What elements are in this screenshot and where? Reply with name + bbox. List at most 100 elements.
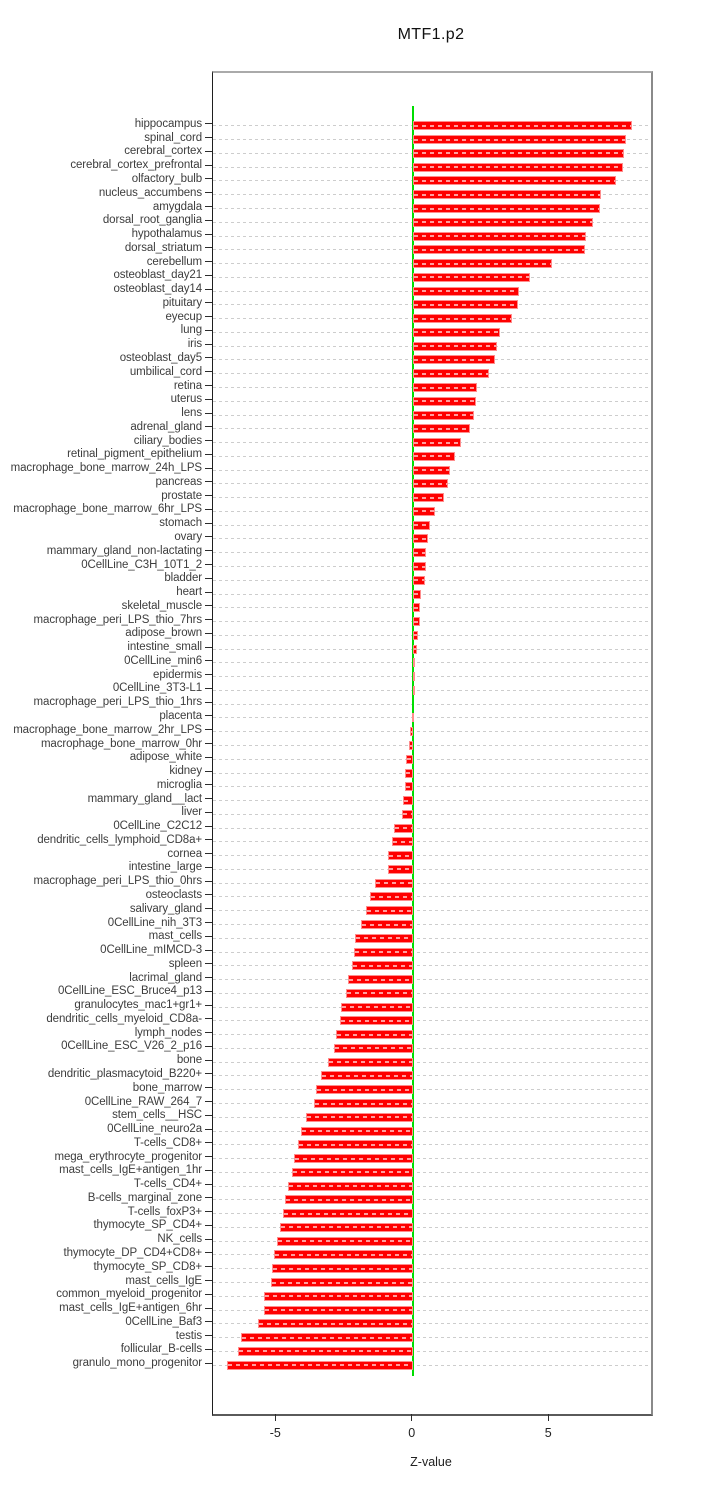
gridline — [213, 758, 651, 760]
category-label: thymocyte_DP_CD4+CD8+ — [63, 1246, 202, 1259]
y-tick — [205, 1266, 212, 1268]
bar-dash-pattern — [413, 606, 420, 609]
bar — [412, 534, 428, 544]
y-tick — [205, 1128, 212, 1130]
category-label: pancreas — [155, 475, 202, 488]
bar-dash-pattern — [411, 730, 412, 733]
bar — [340, 1016, 413, 1026]
category-label: pituitary — [162, 296, 202, 309]
bar-dash-pattern — [413, 152, 624, 155]
category-label: umbilical_cord — [129, 365, 202, 378]
bar — [412, 121, 633, 131]
bar-dash-pattern — [413, 524, 430, 527]
category-label: 0CellLine_C3H_10T1_2 — [81, 558, 202, 571]
category-label: nucleus_accumbens — [98, 186, 202, 199]
bar-dash-pattern — [413, 551, 426, 554]
bar — [285, 1195, 413, 1205]
bar — [404, 782, 413, 792]
bar-dash-pattern — [341, 1019, 412, 1022]
bar — [227, 1360, 413, 1370]
y-tick — [205, 1018, 212, 1020]
bar — [294, 1154, 413, 1164]
category-label: spinal_cord — [144, 131, 202, 144]
bar-dash-pattern — [349, 978, 412, 981]
category-label: olfactory_bulb — [131, 172, 202, 185]
y-axis-ticks — [205, 71, 212, 1412]
y-tick — [205, 1362, 212, 1364]
gridline — [213, 868, 651, 870]
x-axis-title: Z-value — [410, 1455, 452, 1469]
gridline — [213, 937, 651, 939]
category-label: osteoblast_day21 — [113, 269, 202, 282]
category-label: microglia — [156, 778, 202, 791]
bar — [412, 451, 456, 461]
chart-title: MTF1.p2 — [397, 26, 465, 43]
y-tick — [205, 1156, 212, 1158]
y-tick — [205, 178, 212, 180]
bar-dash-pattern — [413, 276, 530, 279]
bar-dash-pattern — [281, 1226, 412, 1229]
gridline — [213, 1364, 651, 1366]
gridline — [213, 1337, 651, 1339]
y-tick — [205, 495, 212, 497]
bar-dash-pattern — [302, 1130, 412, 1133]
bar-dash-pattern — [403, 813, 412, 816]
category-label: lacrimal_gland — [129, 971, 202, 984]
category-label: bone — [176, 1054, 202, 1067]
gridline — [213, 621, 651, 623]
bar-dash-pattern — [413, 661, 415, 664]
gridline — [213, 1350, 651, 1352]
category-label: dorsal_root_ganglia — [102, 214, 202, 227]
bar — [280, 1222, 413, 1232]
bar — [348, 975, 413, 985]
y-tick — [205, 316, 212, 318]
category-label: adrenal_gland — [130, 420, 202, 433]
bar — [412, 589, 421, 599]
bar — [412, 575, 426, 585]
gridline — [213, 1116, 651, 1118]
y-tick — [205, 371, 212, 373]
y-tick — [205, 798, 212, 800]
bar — [313, 1099, 413, 1108]
y-tick — [205, 357, 212, 359]
category-label: macrophage_bone_marrow_2hr_LPS — [13, 723, 202, 736]
gridline — [213, 882, 651, 884]
x-tick — [547, 1414, 549, 1421]
category-label: intestine_small — [127, 641, 202, 654]
gridline — [213, 1199, 651, 1201]
category-label: bone_marrow — [132, 1081, 202, 1094]
bar — [263, 1305, 413, 1315]
bar-dash-pattern — [413, 303, 517, 306]
category-label: adipose_white — [129, 751, 202, 764]
y-tick — [205, 219, 212, 221]
category-label: mast_cells_IgE+antigen_6hr — [59, 1302, 202, 1315]
gridline — [213, 992, 651, 994]
bar-dash-pattern — [361, 923, 412, 926]
zero-line — [411, 106, 414, 1376]
bar-dash-pattern — [413, 193, 601, 196]
bar — [412, 204, 600, 213]
category-label: bladder — [164, 572, 202, 585]
bar-dash-pattern — [413, 331, 500, 334]
bar — [258, 1319, 413, 1329]
x-tick — [274, 1414, 276, 1421]
gridline — [213, 1268, 651, 1270]
y-tick — [205, 880, 212, 882]
bar — [402, 796, 413, 806]
bar-dash-pattern — [286, 1198, 412, 1201]
y-tick — [205, 977, 212, 979]
bar-dash-pattern — [413, 138, 625, 141]
category-label: cerebral_cortex_prefrontal — [70, 159, 202, 172]
bar — [411, 713, 414, 723]
bar-dash-pattern — [394, 827, 412, 830]
category-label: spleen — [168, 957, 202, 970]
category-label: 0CellLine_mIMCD-3 — [100, 944, 202, 957]
bar — [412, 644, 417, 654]
category-label: mast_cells_IgE — [125, 1274, 202, 1287]
category-label: mammary_gland__lact — [87, 792, 203, 805]
bar — [352, 961, 413, 971]
y-tick — [205, 894, 212, 896]
bar — [412, 465, 450, 475]
gridline — [213, 1130, 651, 1132]
bar — [412, 135, 626, 145]
